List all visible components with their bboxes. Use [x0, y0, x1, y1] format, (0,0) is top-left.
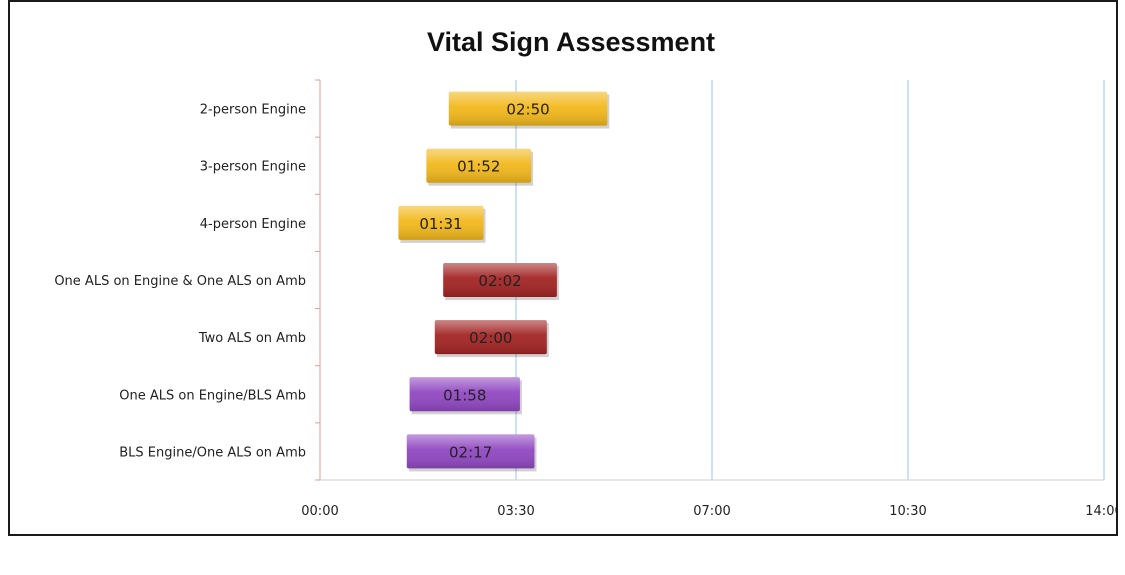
bar-gloss: [398, 205, 484, 240]
category-label: Two ALS on Amb: [198, 331, 306, 346]
x-tick-label: 03:30: [497, 504, 534, 519]
bar-value-label: 02:17: [449, 443, 492, 461]
x-tick-label: 07:00: [693, 504, 730, 519]
chart-footer-divider: [10, 534, 1116, 535]
bar-value-label: 02:00: [469, 329, 512, 347]
category-label: One ALS on Engine & One ALS on Amb: [54, 274, 306, 289]
bar-gloss: [443, 263, 557, 297]
bar-gloss: [434, 320, 547, 355]
x-tick-label: 00:00: [301, 504, 338, 519]
bar-value-label: 01:58: [443, 386, 486, 404]
category-label: BLS Engine/One ALS on Amb: [119, 445, 306, 460]
x-tick-label: 14:00: [1085, 504, 1116, 519]
chart-frame: Vital Sign Assessment 00:00 03:30 07:00 10:…: [8, 0, 1118, 536]
category-label: One ALS on Engine/BLS Amb: [119, 388, 306, 403]
bar-gloss: [426, 148, 532, 183]
category-label: 3-person Engine: [200, 160, 306, 175]
bar-value-label: 02:02: [478, 272, 521, 290]
category-label: 4-person Engine: [200, 217, 306, 232]
bar-value-label: 02:50: [506, 101, 549, 119]
bar-gloss: [409, 377, 520, 412]
chart: Vital Sign Assessment 00:00 03:30 07:00 10:…: [54, 27, 1116, 519]
category-label: 2-person Engine: [200, 103, 306, 118]
chart-title: Vital Sign Assessment: [427, 27, 715, 57]
bar-gloss: [448, 91, 608, 126]
bar-value-label: 01:31: [419, 215, 462, 233]
bar-gloss: [406, 434, 535, 469]
x-tick-label: 10:30: [889, 504, 926, 519]
bar-value-label: 01:52: [457, 158, 500, 176]
